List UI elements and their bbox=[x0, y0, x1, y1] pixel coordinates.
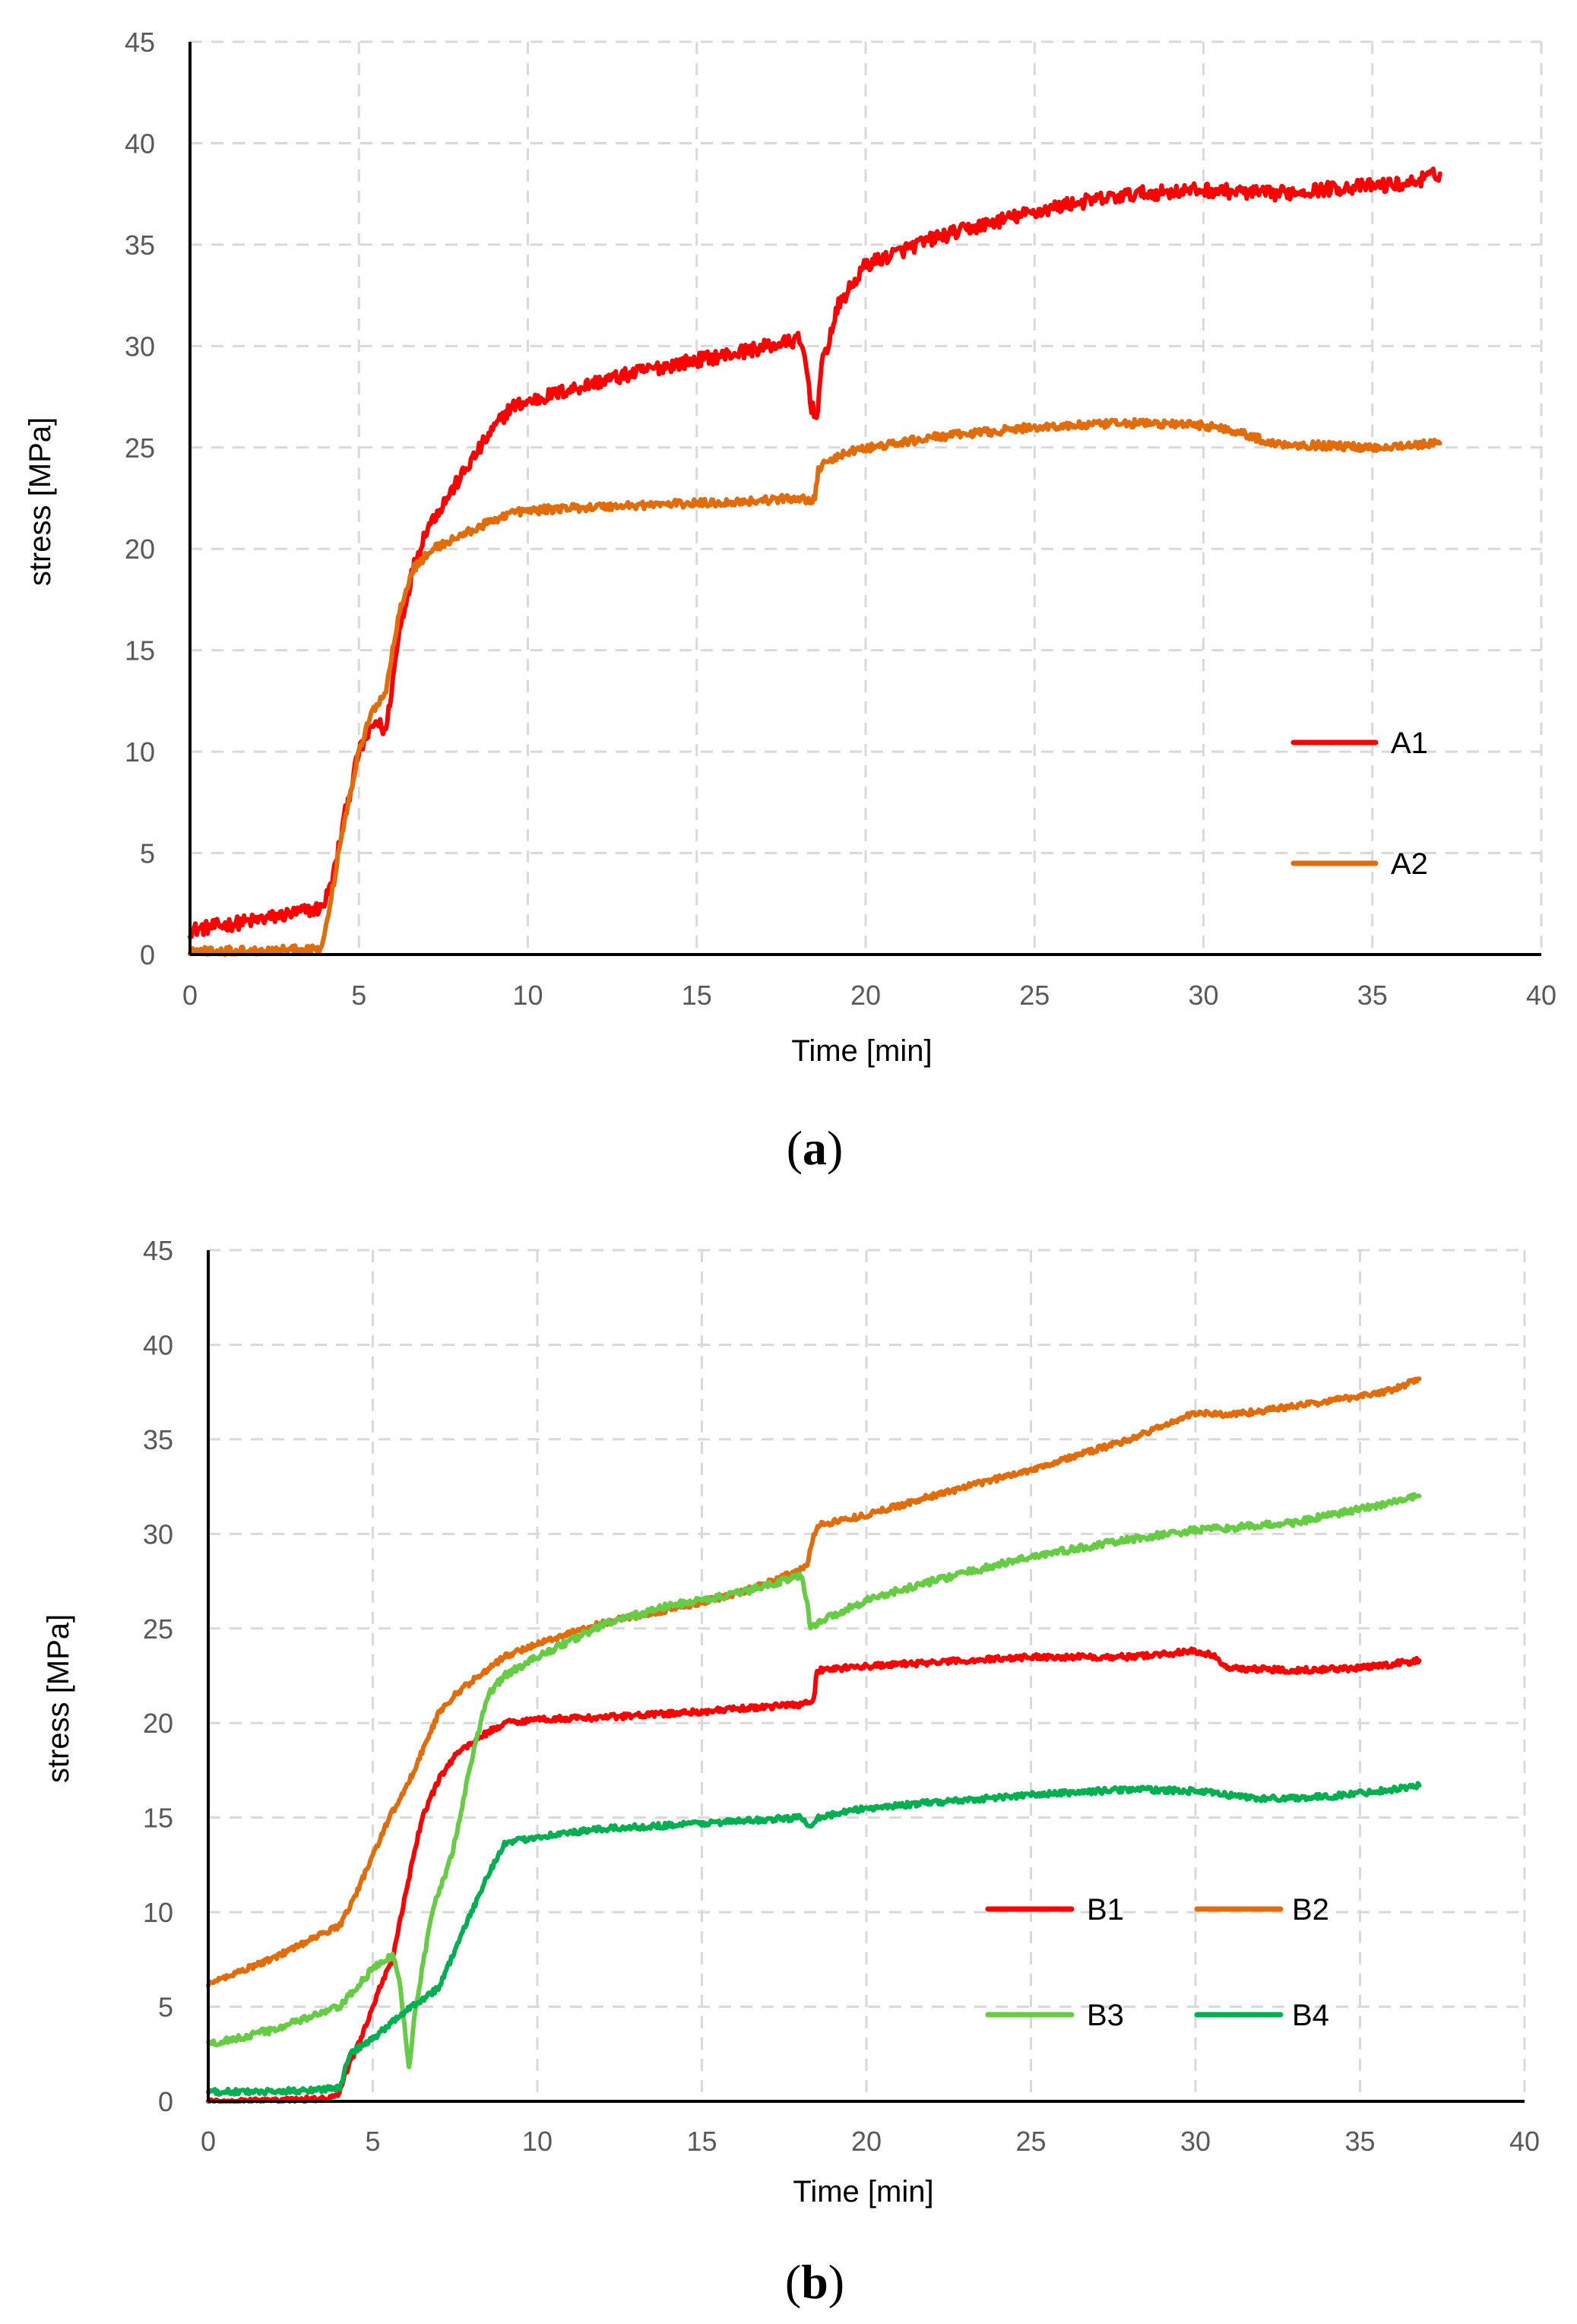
y-tick-label: 45 bbox=[125, 27, 155, 58]
x-tick-label: 30 bbox=[1180, 2126, 1211, 2157]
y-tick-label: 25 bbox=[125, 432, 155, 464]
series-line-b4 bbox=[206, 1781, 1422, 2097]
series-layer bbox=[206, 1376, 1422, 2104]
gridlines bbox=[190, 40, 1543, 955]
caption-letter: b bbox=[801, 2255, 828, 2309]
x-axis-title: Time [min] bbox=[793, 2175, 933, 2208]
x-tick-label: 20 bbox=[851, 2126, 882, 2157]
y-tick-label: 35 bbox=[143, 1424, 173, 1455]
legend-label-b3: B3 bbox=[1087, 1999, 1124, 2032]
series-line-b3 bbox=[206, 1492, 1422, 2069]
x-tick-label: 40 bbox=[1509, 2126, 1540, 2157]
x-tick-label: 25 bbox=[1019, 980, 1050, 1011]
y-tick-label: 30 bbox=[143, 1518, 173, 1550]
series-layer bbox=[188, 166, 1442, 957]
y-tick-label: 25 bbox=[143, 1613, 173, 1645]
x-tick-label: 0 bbox=[201, 2126, 216, 2157]
y-tick-label: 20 bbox=[125, 534, 155, 565]
series-line-a2 bbox=[188, 416, 1442, 957]
legend: A1 A2 bbox=[1290, 727, 1428, 881]
x-tick-label: 5 bbox=[351, 980, 366, 1011]
x-tick-labels: 0 5 10 15 20 25 30 35 40 bbox=[201, 2126, 1540, 2157]
y-tick-label: 15 bbox=[143, 1803, 173, 1834]
panel-caption-a: (a) bbox=[787, 1121, 844, 1175]
chart-panel-b: 0 5 10 15 20 25 30 35 40 45 0 5 10 15 20 25 30 35 40 stre… bbox=[42, 1235, 1540, 2309]
y-tick-label: 35 bbox=[125, 230, 155, 261]
legend-label-b1: B1 bbox=[1087, 1893, 1124, 1927]
y-tick-label: 30 bbox=[125, 331, 155, 362]
legend-label-b4: B4 bbox=[1292, 1999, 1329, 2032]
y-tick-label: 0 bbox=[140, 939, 155, 970]
legend-label-b2: B2 bbox=[1292, 1893, 1329, 1927]
y-tick-label: 40 bbox=[125, 128, 155, 159]
series-line-a1 bbox=[188, 166, 1442, 939]
x-tick-label: 10 bbox=[512, 980, 543, 1011]
y-axis-title: stress [MPa] bbox=[42, 1614, 75, 1783]
legend: B1 B2 B3 B4 bbox=[985, 1893, 1329, 2032]
caption-letter: a bbox=[803, 1121, 827, 1175]
y-tick-label: 20 bbox=[143, 1708, 173, 1739]
x-tick-label: 20 bbox=[850, 980, 881, 1011]
x-tick-label: 0 bbox=[182, 980, 198, 1011]
gridlines bbox=[208, 1249, 1526, 2101]
y-tick-label: 5 bbox=[158, 1992, 173, 2023]
y-axis-title: stress [MPa] bbox=[24, 417, 57, 586]
x-tick-label: 5 bbox=[365, 2126, 380, 2157]
x-tick-label: 15 bbox=[686, 2126, 717, 2157]
axes bbox=[207, 1250, 1525, 2103]
axes bbox=[188, 42, 1541, 956]
x-tick-label: 35 bbox=[1357, 980, 1388, 1011]
x-tick-label: 10 bbox=[522, 2126, 553, 2157]
y-tick-labels: 0 5 10 15 20 25 30 35 40 45 bbox=[125, 27, 155, 970]
y-tick-label: 40 bbox=[143, 1329, 173, 1360]
chart-panel-a: 0 5 10 15 20 25 30 35 40 45 0 5 10 15 20 25 30 35 40 stre… bbox=[24, 27, 1556, 1175]
series-line-b1 bbox=[206, 1646, 1422, 2104]
x-tick-labels: 0 5 10 15 20 25 30 35 40 bbox=[182, 980, 1556, 1011]
y-tick-label: 15 bbox=[125, 635, 155, 666]
y-tick-label: 0 bbox=[158, 2086, 173, 2117]
x-axis-title: Time [min] bbox=[791, 1034, 932, 1068]
x-tick-label: 25 bbox=[1015, 2126, 1046, 2157]
y-tick-label: 5 bbox=[140, 838, 155, 869]
series-line-b2 bbox=[206, 1376, 1422, 1988]
x-tick-label: 30 bbox=[1188, 980, 1218, 1011]
x-tick-label: 15 bbox=[682, 980, 712, 1011]
y-tick-label: 45 bbox=[143, 1235, 173, 1266]
y-tick-label: 10 bbox=[143, 1897, 173, 1928]
legend-label-a1: A1 bbox=[1391, 727, 1428, 760]
legend-label-a2: A2 bbox=[1391, 847, 1428, 881]
x-tick-label: 40 bbox=[1526, 980, 1556, 1011]
y-tick-label: 10 bbox=[125, 736, 155, 768]
y-tick-labels: 0 5 10 15 20 25 30 35 40 45 bbox=[143, 1235, 173, 2117]
panel-caption-b: (b) bbox=[785, 2255, 844, 2309]
x-tick-label: 35 bbox=[1344, 2126, 1375, 2157]
